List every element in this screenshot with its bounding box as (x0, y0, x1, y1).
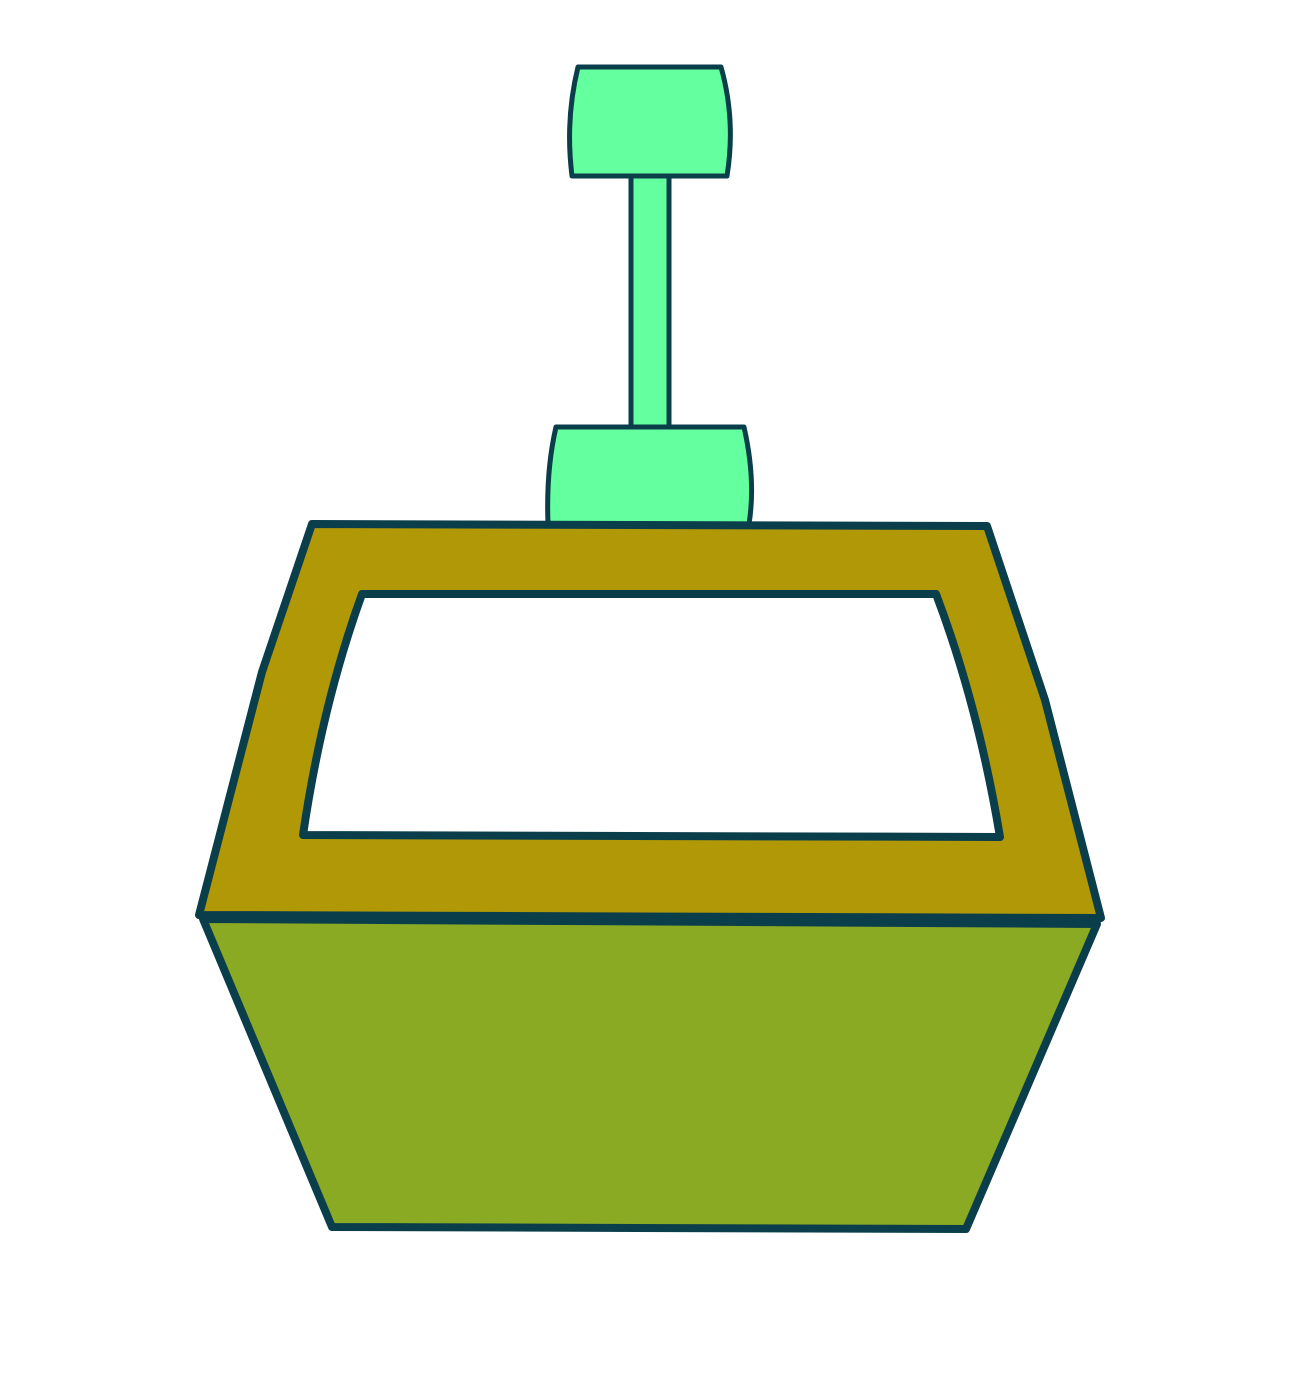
cabin-window (299, 590, 1004, 841)
hanger-rod (628, 173, 672, 432)
cable-clamp-top (567, 64, 733, 179)
cabin-body (199, 915, 1101, 1233)
hanger-mount (545, 424, 755, 527)
